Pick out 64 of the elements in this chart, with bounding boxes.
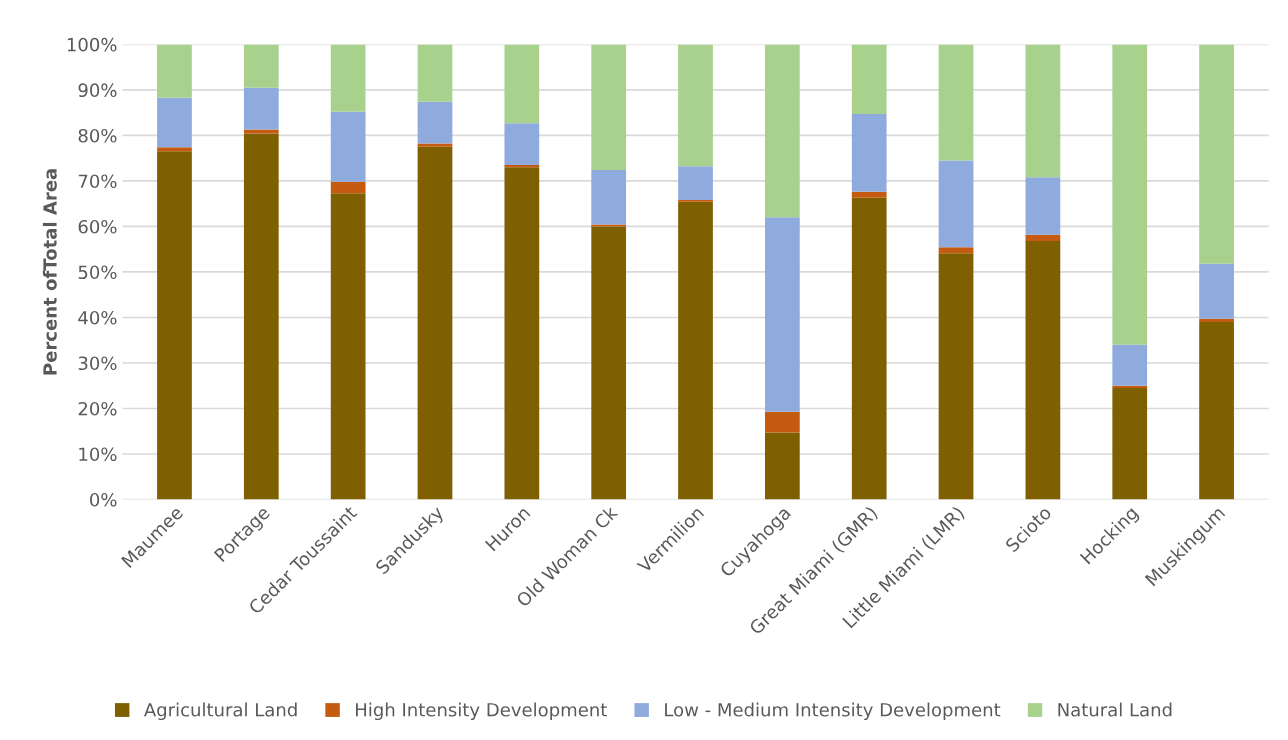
bar [678,44,713,167]
bar [1025,234,1061,241]
bar [504,44,540,124]
y-tick-label: 70% [78,174,117,189]
y-tick-label: 60% [78,219,117,234]
bar [1199,44,1234,264]
bar [938,253,974,500]
bar [938,44,974,161]
bar [851,44,887,115]
bar [504,123,540,165]
y-tick-label: 90% [78,83,117,98]
bar [938,160,974,248]
bar [851,114,887,192]
bar [330,44,366,112]
y-tick-label: 80% [78,128,117,143]
bar [157,44,192,98]
bar [851,197,887,500]
bar [1025,241,1061,500]
y-tick-label: 20% [78,401,117,416]
legend-label: Natural Land [1058,702,1172,717]
bar [243,129,279,134]
bar [1199,263,1234,319]
bar [678,201,713,500]
y-tick-label: 30% [78,356,117,371]
bar [591,170,627,225]
bar [764,432,800,500]
bar [1199,318,1234,323]
bar [417,146,453,500]
y-tick-label: 10% [79,447,117,462]
bar [243,44,279,88]
bar [591,44,627,171]
bar [330,181,366,194]
legend-label: Low - Medium Intensity Development [665,702,1001,721]
bar [243,133,279,500]
bar [1025,44,1061,178]
bar [504,167,540,500]
bar [157,151,192,500]
bar [938,247,974,254]
legend-label: Agricultural Land [143,702,297,721]
bar [417,101,453,144]
bar [851,191,887,198]
bar [591,226,627,500]
bar [330,193,366,500]
y-tick-label: 50% [78,265,117,280]
y-axis-title: Percent ofTotal Area [42,169,57,375]
legend-label: High Intensity Development [356,702,607,721]
bar [764,44,800,218]
bar [330,111,366,182]
bar [417,143,453,147]
bar [1112,388,1148,500]
bar [1112,44,1148,345]
bar [764,411,800,433]
bar [417,44,453,102]
bar [157,147,192,152]
y-tick-label: 100% [67,37,117,52]
bar [678,166,713,201]
bar [1112,344,1148,386]
bar [1025,177,1061,235]
bar [764,217,800,412]
y-tick-label: 0% [90,492,117,507]
bar [157,97,192,148]
bar [243,87,279,130]
y-tick-label: 40% [78,310,117,325]
bar [1199,322,1234,500]
